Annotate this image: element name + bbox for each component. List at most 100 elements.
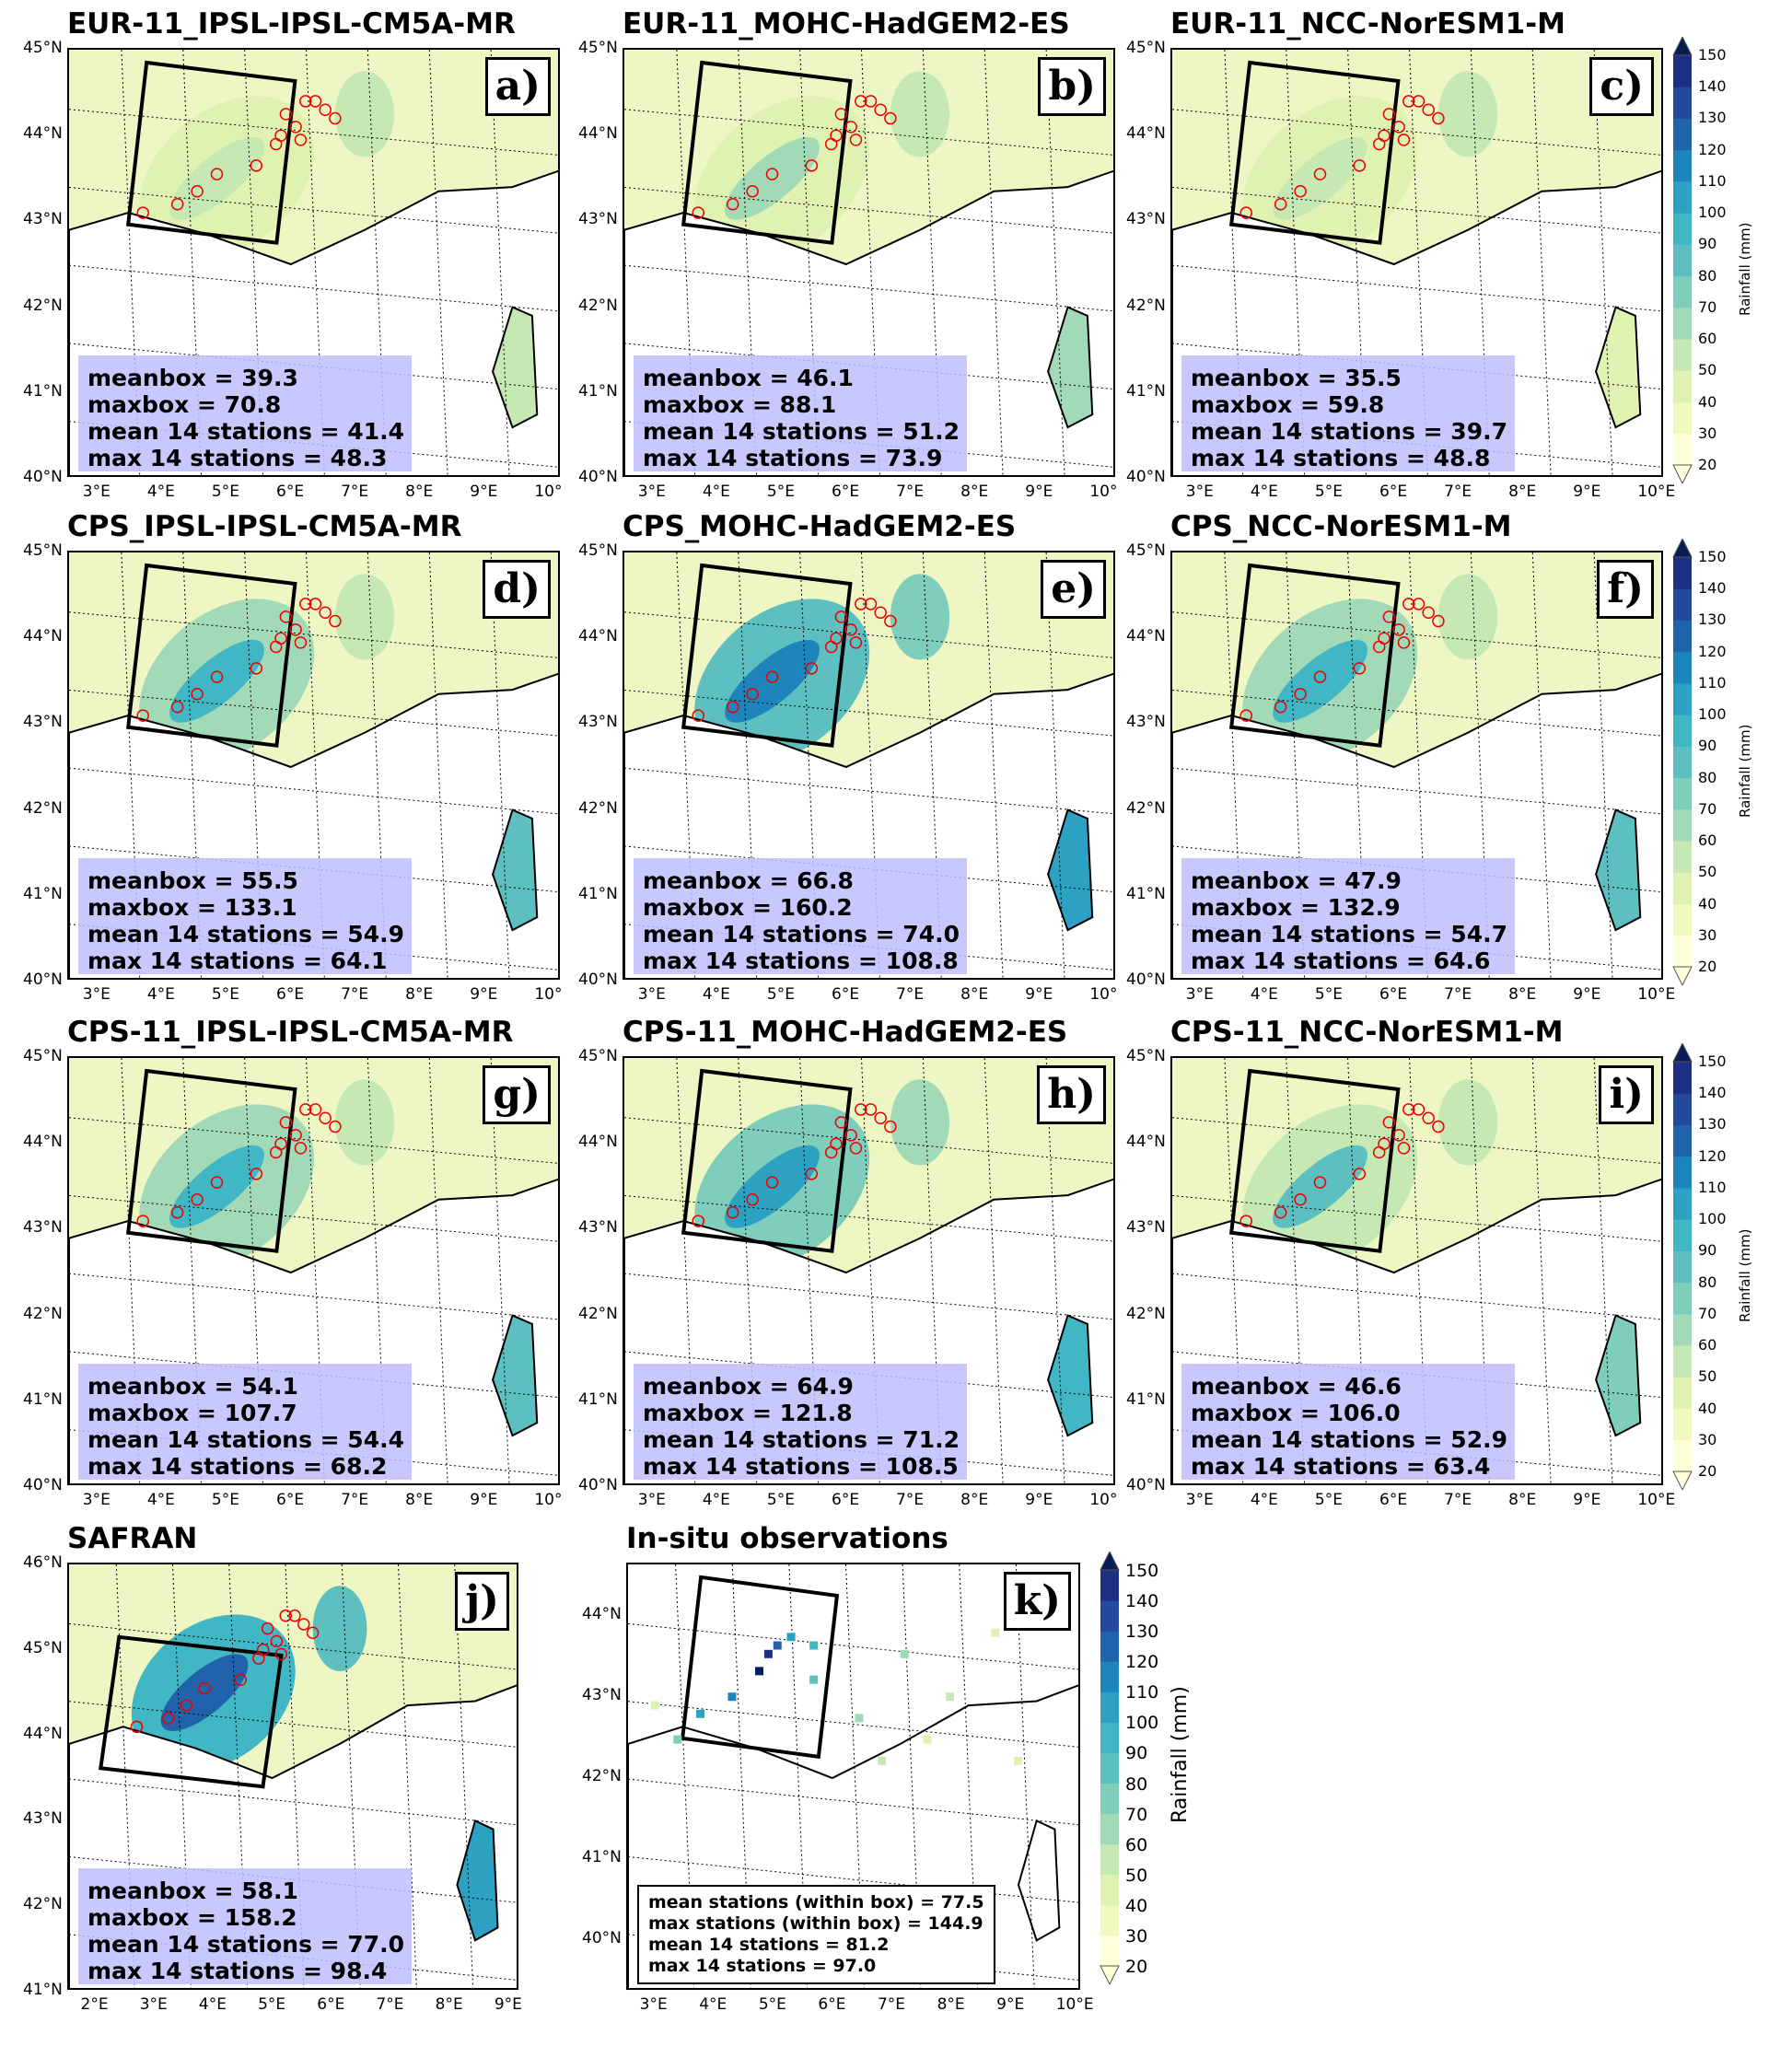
lat-tick-label: 44°N [578,1133,618,1152]
colorbar-segment [1673,588,1692,621]
lon-tick-label: 5°E [766,482,795,501]
colorbar-tick: 30 [1698,925,1717,944]
corsica [1047,306,1094,429]
colorbar-label: Rainfall (mm) [1737,1228,1753,1322]
stats-line: mean 14 stations = 41.4 [87,418,404,445]
lon-tick-label: 3°E [82,1491,111,1509]
stats-line: maxbox = 70.8 [87,391,282,418]
station-circle [1402,598,1415,610]
stats-line: maxbox = 121.8 [643,1400,853,1426]
panel-title: EUR-11_NCC-NorESM1-M [1170,7,1565,41]
alps-rain [1437,1079,1498,1166]
station-marker [809,1675,819,1684]
station-circle [256,1644,270,1657]
panel-title: EUR-11_MOHC-HadGEM2-ES [623,7,1070,41]
lat-tick-label: 42°N [23,296,63,315]
station-circle [855,95,867,108]
lat-tick-label: 45°N [23,1638,63,1657]
station-circle [250,662,263,675]
lat-tick-label: 43°N [578,713,618,732]
corsica [492,1314,539,1437]
lon-tick-label: 3°E [139,1995,168,2014]
lon-tick-label: 4°E [1250,1491,1278,1509]
lon-tick-label: 5°E [258,1995,286,2014]
corsica [1047,1314,1094,1437]
station-circle [1422,606,1435,619]
lon-tick-label: 9°E [1025,985,1053,1004]
stats-line: max 14 stations = 48.3 [87,445,388,471]
station-circle [1313,168,1327,180]
station-circle [294,134,308,146]
lon-tick-label: 9°E [494,1995,522,2014]
lat-tick-label: 41°N [23,1389,63,1409]
colorbar-tick: 40 [1698,1399,1717,1417]
station-circle [1397,134,1411,146]
colorbar-tick: 150 [1698,548,1727,565]
lon-tick-label: 4°E [1250,482,1278,501]
colorbar-segment [1100,1570,1119,1601]
lon-tick-label: 7°E [1444,1491,1472,1509]
panel-title: SAFRAN [67,1522,198,1555]
station-circle [261,1622,274,1635]
stats-line: meanbox = 47.9 [1191,867,1402,894]
lat-tick-label: 45°N [1126,1047,1166,1065]
lon-tick-label: 9°E [1573,482,1601,501]
station-circle [299,598,312,610]
lon-tick-label: 4°E [702,985,730,1004]
stats-box: meanbox = 64.9 maxbox = 121.8 mean 14 stat… [634,1364,967,1480]
alps-rain [1437,71,1498,157]
station-circle [1432,614,1445,628]
stats-line: meanbox = 58.1 [87,1877,298,1904]
lat-tick-label: 40°N [578,971,618,989]
parallel [1172,611,1661,658]
lat-tick-label: 42°N [23,1895,63,1914]
parallel [1172,1117,1661,1164]
station-circle [874,606,887,619]
station-circle [834,610,848,623]
station-circle [805,662,819,675]
colorbar-tick: 150 [1698,46,1727,64]
stats-line: max 14 stations = 108.8 [643,947,959,974]
station-circle [274,129,287,142]
stats-line: mean 14 stations = 54.7 [1191,921,1507,947]
panel-label: c) [1589,57,1654,116]
colorbar-segment [1673,682,1692,715]
lon-tick-label: 7°E [341,985,369,1004]
lon-tick-label: 5°E [1314,482,1343,501]
colorbar-segment [1673,557,1692,589]
lat-tick-label: 41°N [1126,884,1166,903]
study-box [1228,1068,1401,1253]
colorbar-segment [1673,87,1692,119]
colorbar-segment [1100,1813,1119,1845]
station-circle [1294,688,1307,701]
lon-tick-label: 6°E [1379,482,1408,501]
station-circle [1412,95,1425,108]
lon-tick-label: 10°E [1637,1491,1676,1509]
lat-tick-label: 43°N [582,1685,622,1704]
station-circle [884,1120,897,1133]
colorbar-tick: 140 [1698,1084,1727,1102]
corsica [1595,306,1642,429]
lon-tick-label: 7°E [341,482,369,501]
station-marker [727,1692,737,1702]
colorbar-tick: 60 [1125,1834,1148,1855]
station-circle [319,606,332,619]
colorbar-segment [1673,903,1692,936]
station-circle [1392,121,1405,134]
stats-line: maxbox = 106.0 [1191,1400,1401,1426]
alps-rain [890,574,950,660]
colorbar-segment [1100,1783,1119,1815]
lat-tick-label: 44°N [23,1133,63,1152]
colorbar-segment [1673,1282,1692,1315]
station-circle [849,1142,863,1155]
colorbar-tick: 110 [1698,171,1727,190]
stats-line: max 14 stations = 73.9 [643,445,943,471]
station-circle [294,636,308,649]
stats-line: mean 14 stations = 54.9 [87,921,404,947]
stats-box: meanbox = 55.5 maxbox = 133.1 mean 14 stat… [78,858,412,974]
colorbar-tick: 100 [1698,203,1727,222]
panel-label: i) [1599,1065,1654,1124]
station-circle [864,95,878,108]
parallel [624,611,1113,658]
